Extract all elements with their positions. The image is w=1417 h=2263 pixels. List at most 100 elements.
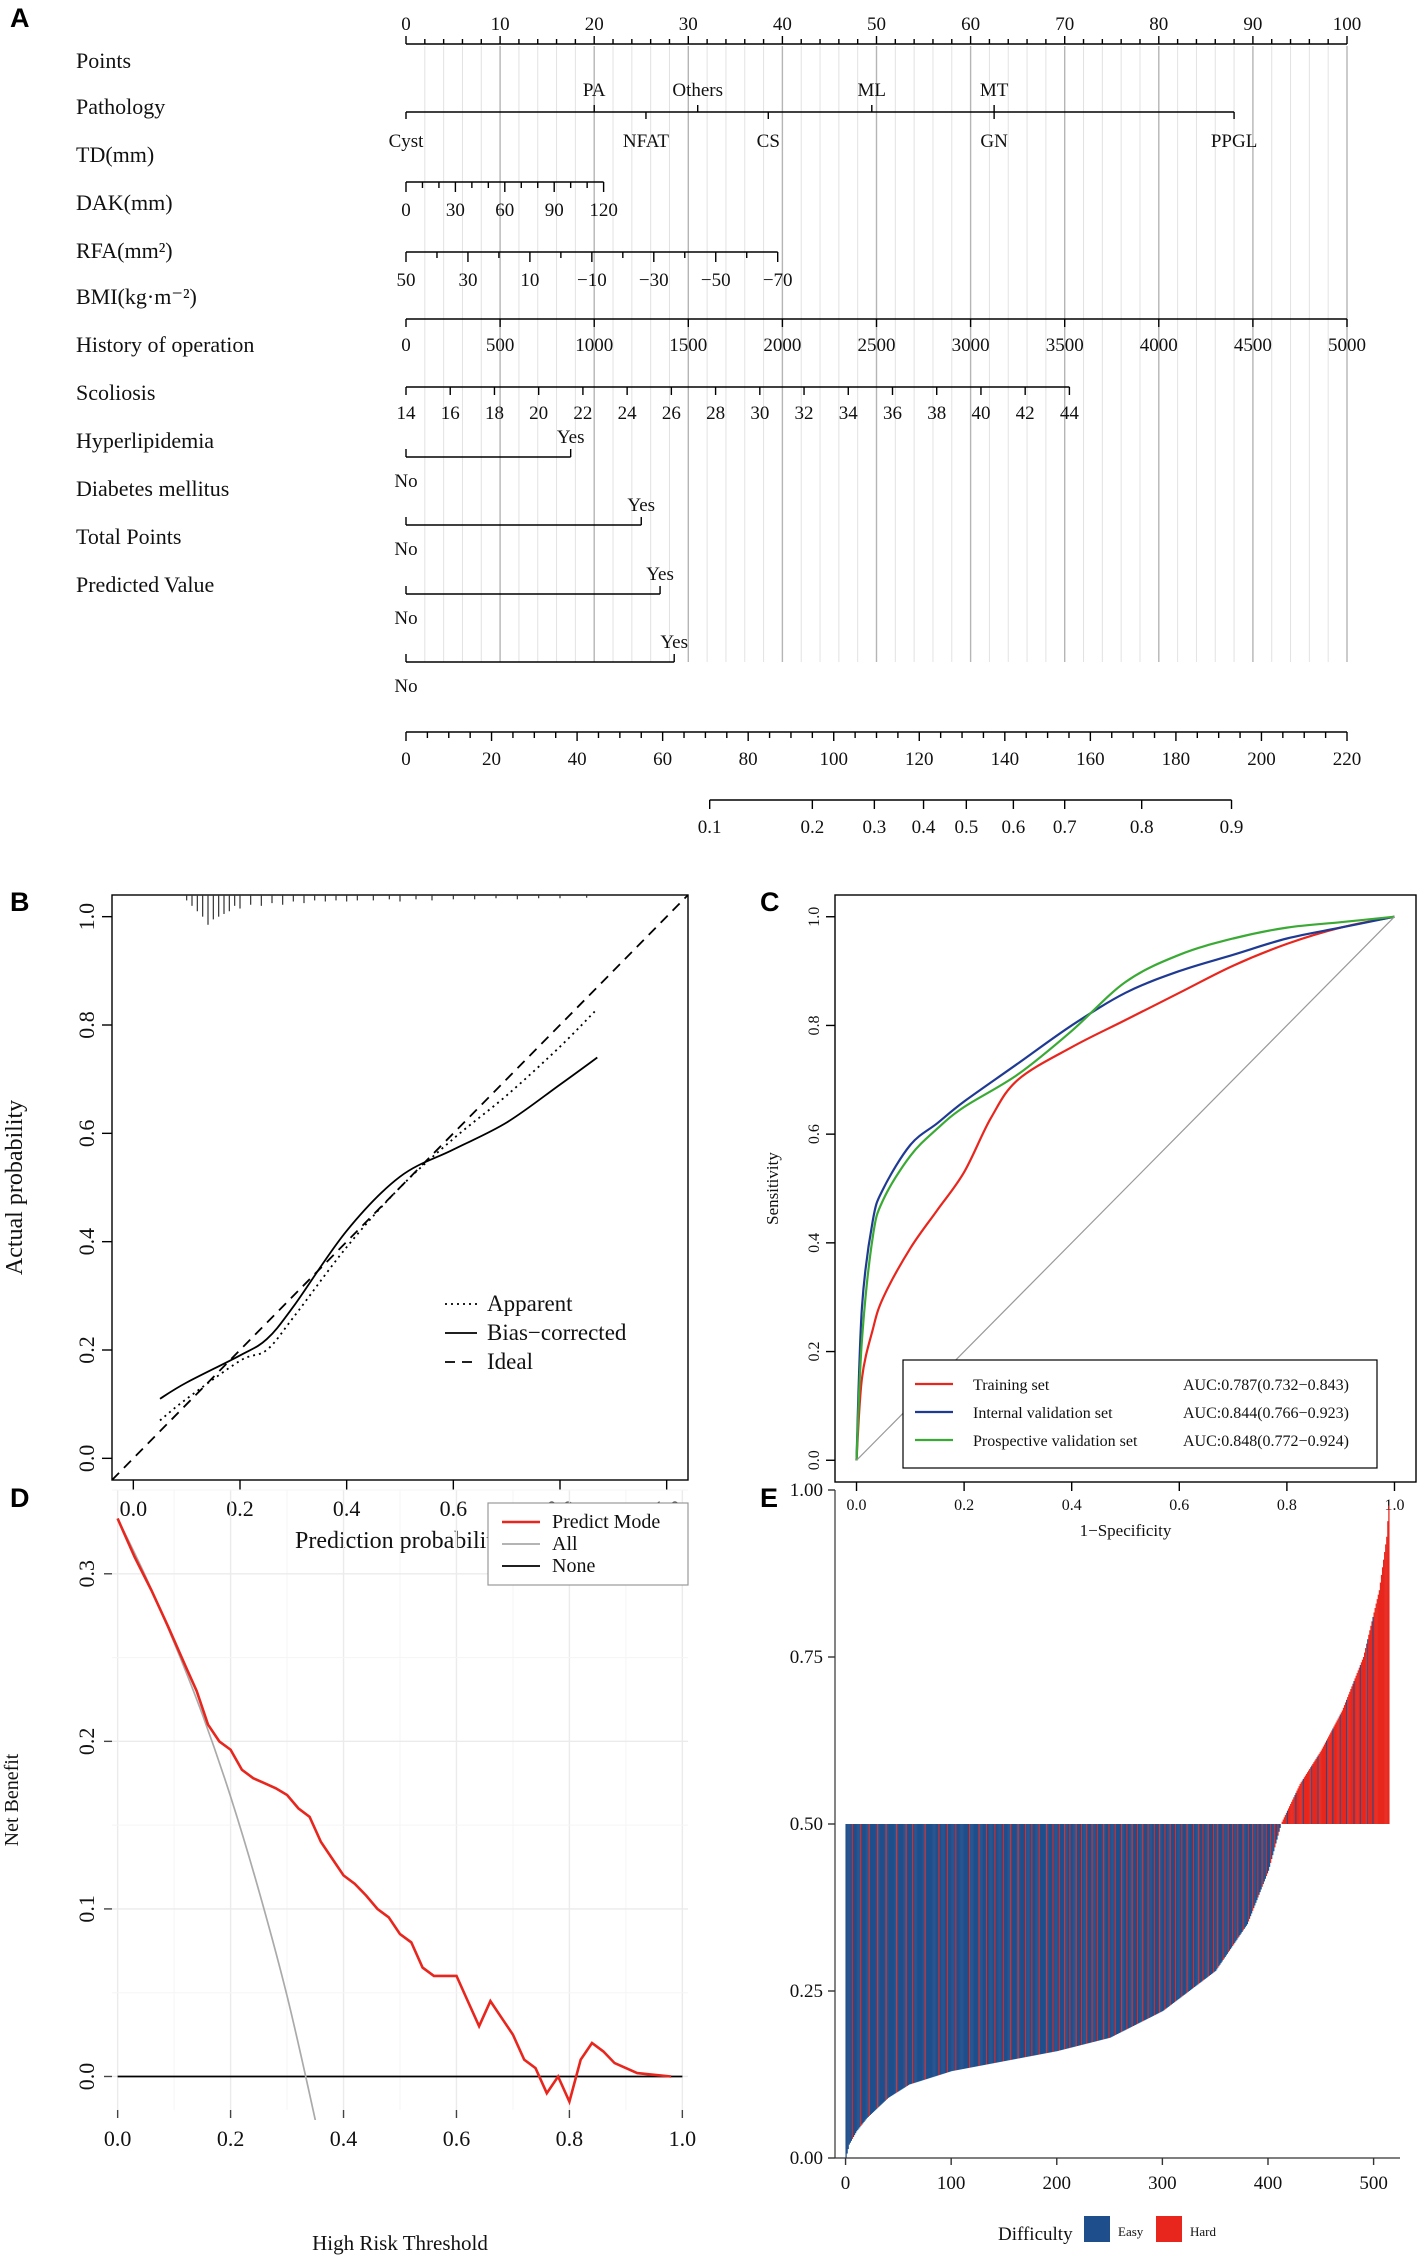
case-bar (1064, 1824, 1066, 2050)
case-bar (1161, 1824, 1163, 2012)
case-bar (1311, 1765, 1313, 1824)
case-bar (1206, 1824, 1208, 1978)
case-bar (1171, 1824, 1174, 2004)
x-tick-label: 0.6 (440, 1496, 468, 1521)
case-bar (892, 1824, 895, 2095)
case-bar (1092, 1824, 1094, 2043)
case-bar (923, 1824, 925, 2080)
case-bar (944, 1824, 946, 2074)
case-bar (1278, 1824, 1280, 1832)
case-bar (1316, 1757, 1318, 1824)
case-bar (1095, 1824, 1098, 2042)
binary-yes-label: Yes (557, 427, 585, 448)
case-bar (1352, 1683, 1354, 1824)
case-bar (1380, 1574, 1383, 1824)
case-bar (1383, 1559, 1385, 1824)
case-bar (1356, 1673, 1358, 1824)
case-bar (1196, 1824, 1198, 1986)
legend-label: Ideal (487, 1349, 533, 1374)
case-bar (1089, 1824, 1091, 2043)
case-bar (1203, 1824, 1205, 1980)
case-bar (857, 1824, 859, 2130)
case-bar (1004, 1824, 1007, 2061)
total-points-tick-label: 60 (653, 749, 672, 770)
case-bar (1335, 1722, 1337, 1824)
case-bar (860, 1824, 862, 2126)
case-bar (1226, 1824, 1228, 1954)
case-bar (1305, 1773, 1308, 1824)
predicted-value-tick-label: 0.3 (862, 817, 886, 838)
case-bar (1235, 1824, 1237, 1942)
case-bar (1304, 1775, 1307, 1824)
case-bar (1168, 1824, 1170, 2007)
variable-tick-label: 24 (618, 403, 638, 424)
case-bar (931, 1824, 933, 2078)
variable-tick-label: 30 (750, 403, 769, 424)
variable-tick-label: 44 (1060, 403, 1080, 424)
roc-panel: 0.0 0.2 0.4 0.6 0.8 1.0 0.0 0.2 0.4 0.6 0.8 1.0 1−Sp… (763, 894, 1417, 1540)
x-tick-label: 0.6 (443, 2126, 471, 2151)
pathology-category: Cyst (389, 131, 425, 152)
case-bar (1266, 1824, 1269, 1874)
case-bar (868, 1824, 870, 2116)
case-bar (915, 1824, 917, 2083)
case-bar (1377, 1594, 1379, 1824)
case-bar (1212, 1824, 1215, 1973)
decision-curve-panel: 0.0 0.2 0.4 0.6 0.8 1.0 0.0 0.1 0.2 0.3 High Risk … (1, 1489, 696, 2255)
points-tick-label: 10 (491, 14, 510, 35)
variable-tick-label: −10 (577, 270, 607, 291)
case-bar (1231, 1824, 1234, 1947)
case-bar (1137, 1824, 1140, 2024)
case-bar (1067, 1824, 1069, 2049)
case-bar (1017, 1824, 1019, 2059)
case-bar (904, 1824, 906, 2088)
case-bar (942, 1824, 944, 2074)
variable-tick-label: 3000 (952, 335, 990, 356)
case-bar (1310, 1767, 1312, 1824)
case-bar (1107, 1824, 1109, 2039)
case-bar (1162, 1824, 1164, 2012)
case-bar (1388, 1505, 1390, 1824)
case-bar (1387, 1521, 1389, 1824)
case-bar (1295, 1792, 1297, 1824)
legend-label: Hard (1190, 2224, 1216, 2239)
x-tick-label: 0.4 (330, 2126, 358, 2151)
variable-tick-label: 30 (458, 270, 477, 291)
case-bar (1009, 1824, 1011, 2061)
points-tick-label: 0 (401, 14, 411, 35)
case-bar (1140, 1824, 1142, 2023)
case-bar (1241, 1824, 1243, 1932)
roc-curve (855, 915, 1395, 1461)
case-bar (1039, 1824, 1042, 2055)
case-bar (1164, 1824, 1166, 2010)
row-label: Total Points (76, 524, 181, 549)
case-bar (858, 1824, 860, 2129)
case-bar (1170, 1824, 1172, 2005)
binary-yes-label: Yes (646, 564, 674, 585)
case-bar (941, 1824, 943, 2075)
case-bar (908, 1824, 911, 2085)
case-bar (914, 1824, 916, 2083)
case-bar (1154, 1824, 1157, 2015)
x-tick-label: 0.8 (1277, 1497, 1297, 1514)
case-bar (1149, 1824, 1151, 2018)
case-bar (1193, 1824, 1196, 1987)
case-bar (1219, 1824, 1221, 1965)
case-bar (1369, 1630, 1371, 1824)
case-bar (1249, 1824, 1252, 1917)
case-bar (848, 1824, 850, 2145)
case-bar (1204, 1824, 1206, 1979)
x-tick-label: 200 (1043, 2173, 1072, 2194)
case-bar (1381, 1567, 1384, 1824)
case-bar (1190, 1824, 1193, 1990)
case-bar (1066, 1824, 1068, 2049)
binary-no-label: No (394, 471, 417, 492)
case-bar (1136, 1824, 1139, 2024)
case-bar (1132, 1824, 1134, 2027)
case-bar (1354, 1678, 1356, 1824)
case-bar (1334, 1724, 1336, 1824)
case-bar (1010, 1824, 1012, 2060)
case-bar (978, 1824, 980, 2066)
case-bar (1087, 1824, 1089, 2044)
case-bar (1051, 1824, 1053, 2053)
